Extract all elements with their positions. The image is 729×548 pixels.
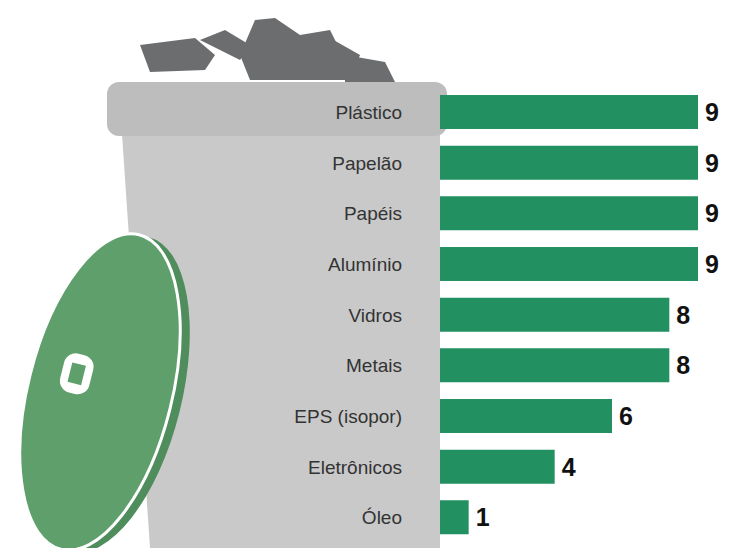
svg-text:EPS (isopor): EPS (isopor) (294, 406, 402, 427)
svg-text:Papéis: Papéis (344, 203, 402, 224)
svg-text:Papelão: Papelão (332, 153, 402, 174)
svg-text:9: 9 (705, 98, 719, 126)
svg-text:6: 6 (619, 402, 633, 430)
svg-text:9: 9 (705, 149, 719, 177)
svg-text:1: 1 (476, 503, 490, 531)
svg-text:Alumínio: Alumínio (328, 254, 402, 275)
svg-text:Metais: Metais (346, 355, 402, 376)
svg-text:4: 4 (562, 453, 576, 481)
svg-text:Vidros: Vidros (348, 305, 402, 326)
svg-text:9: 9 (705, 250, 719, 278)
svg-text:9: 9 (705, 199, 719, 227)
svg-text:Plástico: Plástico (335, 102, 402, 123)
svg-text:8: 8 (676, 301, 690, 329)
svg-text:Óleo: Óleo (362, 507, 402, 528)
svg-text:8: 8 (676, 351, 690, 379)
svg-text:Eletrônicos: Eletrônicos (308, 457, 402, 478)
